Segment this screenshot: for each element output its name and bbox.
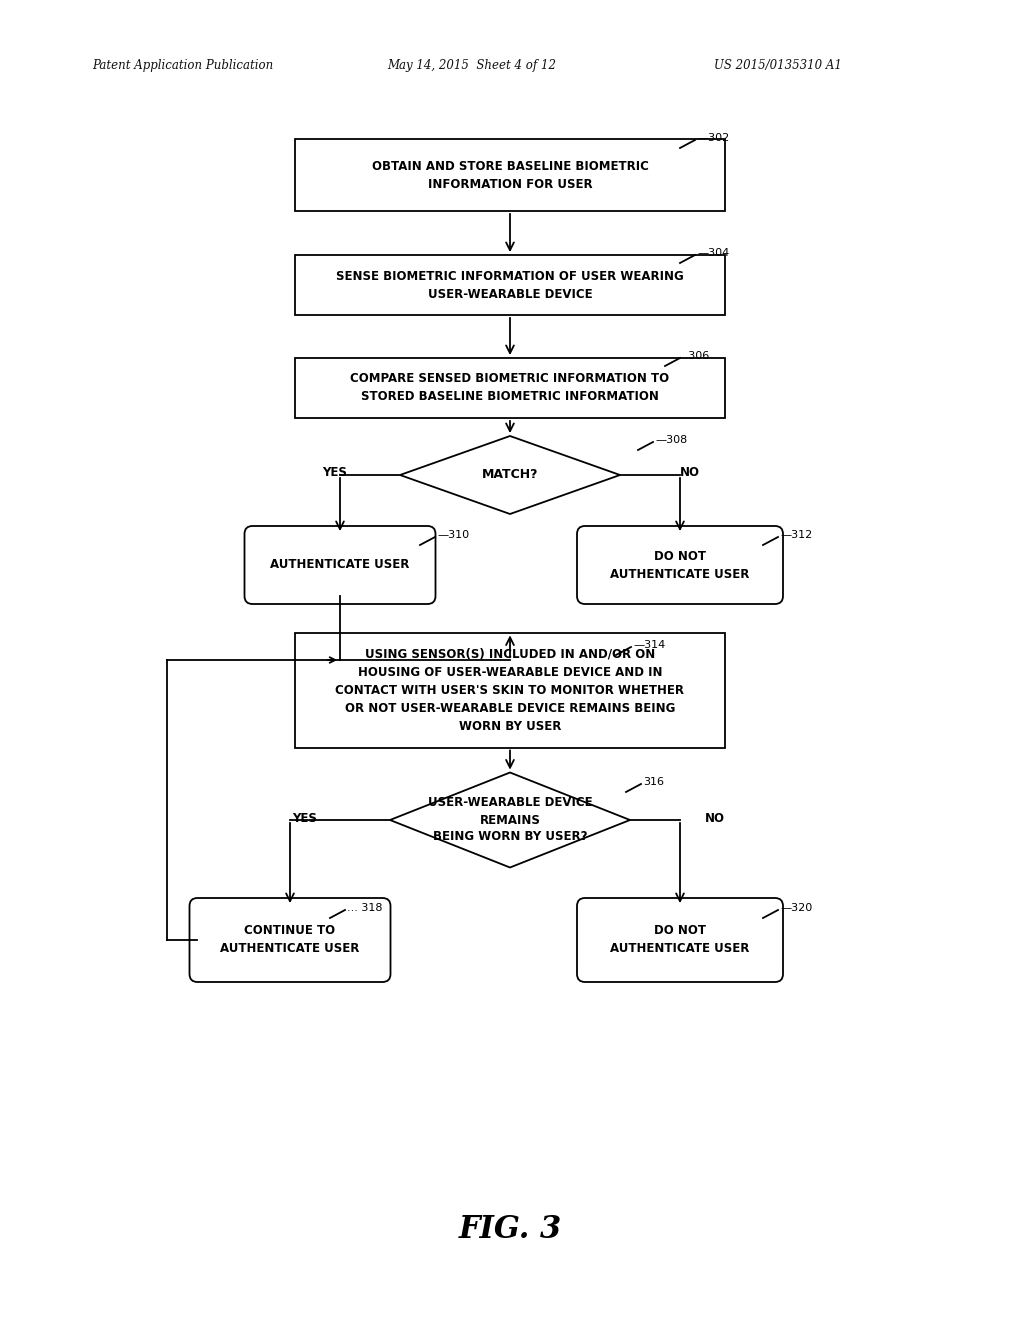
- Text: —302: —302: [696, 133, 729, 143]
- Text: NO: NO: [680, 466, 699, 479]
- FancyBboxPatch shape: [577, 898, 783, 982]
- Text: —312: —312: [780, 531, 811, 540]
- Text: DO NOT
AUTHENTICATE USER: DO NOT AUTHENTICATE USER: [609, 924, 749, 956]
- Text: Patent Application Publication: Patent Application Publication: [92, 59, 273, 73]
- FancyBboxPatch shape: [294, 358, 725, 418]
- Text: May 14, 2015  Sheet 4 of 12: May 14, 2015 Sheet 4 of 12: [387, 59, 556, 73]
- Text: —310: —310: [436, 531, 469, 540]
- Polygon shape: [389, 772, 630, 867]
- FancyBboxPatch shape: [577, 525, 783, 605]
- Text: ..306: ..306: [682, 351, 709, 360]
- Polygon shape: [399, 436, 620, 513]
- Text: —304: —304: [696, 248, 729, 257]
- Text: CONTINUE TO
AUTHENTICATE USER: CONTINUE TO AUTHENTICATE USER: [220, 924, 360, 956]
- Text: SENSE BIOMETRIC INFORMATION OF USER WEARING
USER-WEARABLE DEVICE: SENSE BIOMETRIC INFORMATION OF USER WEAR…: [336, 269, 683, 301]
- Text: NO: NO: [704, 812, 725, 825]
- FancyBboxPatch shape: [294, 255, 725, 315]
- Text: USER-WEARABLE DEVICE
REMAINS
BEING WORN BY USER?: USER-WEARABLE DEVICE REMAINS BEING WORN …: [427, 796, 592, 843]
- FancyBboxPatch shape: [190, 898, 390, 982]
- FancyBboxPatch shape: [294, 632, 725, 747]
- Text: YES: YES: [292, 812, 317, 825]
- Text: —314: —314: [633, 640, 664, 649]
- Text: COMPARE SENSED BIOMETRIC INFORMATION TO
STORED BASELINE BIOMETRIC INFORMATION: COMPARE SENSED BIOMETRIC INFORMATION TO …: [351, 372, 668, 404]
- Text: —320: —320: [780, 903, 811, 913]
- Text: 316: 316: [642, 777, 663, 787]
- Text: FIG. 3: FIG. 3: [458, 1214, 561, 1246]
- Text: OBTAIN AND STORE BASELINE BIOMETRIC
INFORMATION FOR USER: OBTAIN AND STORE BASELINE BIOMETRIC INFO…: [371, 160, 648, 190]
- Text: YES: YES: [322, 466, 347, 479]
- Text: USING SENSOR(S) INCLUDED IN AND/OR ON
HOUSING OF USER-WEARABLE DEVICE AND IN
CON: USING SENSOR(S) INCLUDED IN AND/OR ON HO…: [335, 648, 684, 733]
- Text: MATCH?: MATCH?: [481, 469, 538, 482]
- FancyBboxPatch shape: [245, 525, 435, 605]
- Text: US 2015/0135310 A1: US 2015/0135310 A1: [713, 59, 841, 73]
- Text: DO NOT
AUTHENTICATE USER: DO NOT AUTHENTICATE USER: [609, 549, 749, 581]
- FancyBboxPatch shape: [294, 139, 725, 211]
- Text: AUTHENTICATE USER: AUTHENTICATE USER: [270, 558, 410, 572]
- Text: —308: —308: [654, 436, 687, 445]
- Text: ... 318: ... 318: [346, 903, 382, 913]
